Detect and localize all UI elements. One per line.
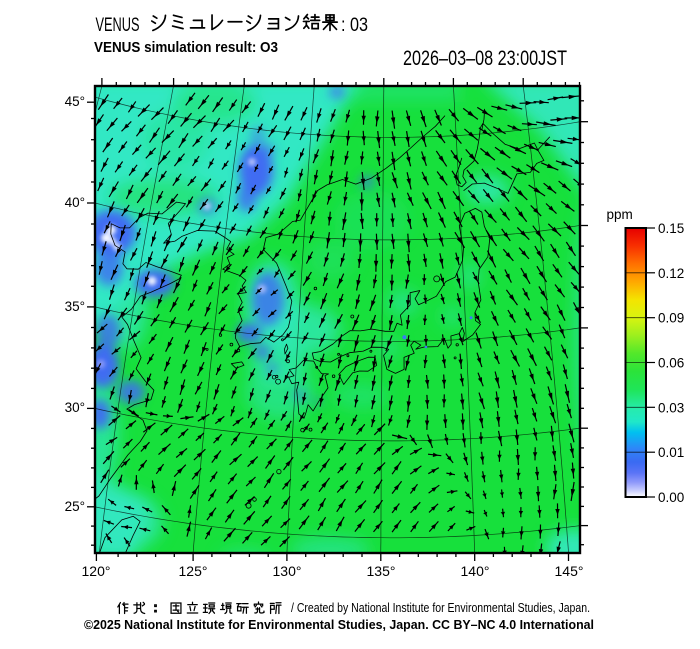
svg-text:35°: 35° xyxy=(65,299,85,314)
svg-text:135°: 135° xyxy=(367,563,396,579)
svg-text:130°: 130° xyxy=(273,563,302,579)
svg-text:25°: 25° xyxy=(65,499,85,514)
svg-text:/ Created by National Institut: / Created by National Institute for Envi… xyxy=(291,601,590,615)
svg-text:VENUS: VENUS xyxy=(96,14,140,36)
svg-text:140°: 140° xyxy=(461,563,490,579)
svg-text:0.03: 0.03 xyxy=(658,400,684,415)
svg-text:0.09: 0.09 xyxy=(658,311,684,326)
svg-text:145°: 145° xyxy=(555,563,584,579)
svg-text:0.15: 0.15 xyxy=(658,221,684,236)
svg-text:45°: 45° xyxy=(65,94,85,109)
svg-text:40°: 40° xyxy=(65,195,85,210)
svg-text:0.00: 0.00 xyxy=(658,490,684,505)
svg-text:©2025 National Institute for E: ©2025 National Institute for Environment… xyxy=(84,617,594,632)
svg-text:VENUS simulation result: O3: VENUS simulation result: O3 xyxy=(94,39,278,56)
svg-text:2026–03–08 23:00JST: 2026–03–08 23:00JST xyxy=(403,47,567,70)
svg-text:125°: 125° xyxy=(179,563,208,579)
svg-text:: 03: : 03 xyxy=(341,14,368,36)
svg-text:0.01: 0.01 xyxy=(658,445,684,460)
svg-text:120°: 120° xyxy=(82,563,111,579)
svg-text:30°: 30° xyxy=(65,400,85,415)
svg-text:0.12: 0.12 xyxy=(658,266,684,281)
svg-text:ppm: ppm xyxy=(607,207,633,222)
svg-text:0.06: 0.06 xyxy=(658,356,684,371)
